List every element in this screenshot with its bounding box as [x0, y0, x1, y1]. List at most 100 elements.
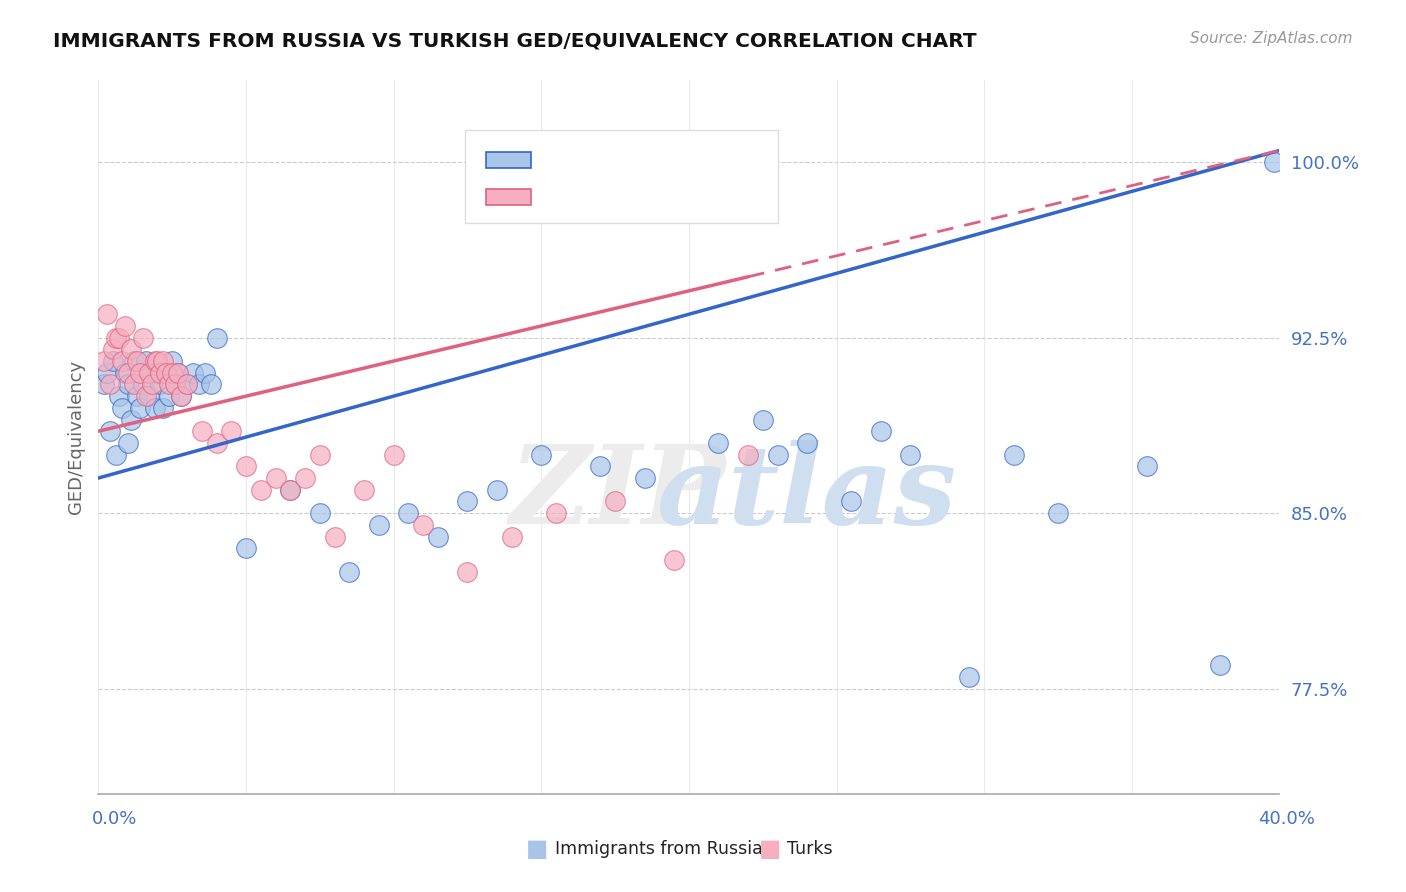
Point [1263, 155, 1285, 169]
Point [157, 389, 180, 403]
Point [546, 506, 568, 520]
Point [155, 366, 177, 380]
Point [187, 377, 209, 392]
Point [152, 401, 174, 415]
Y-axis label: GED/Equivalency: GED/Equivalency [66, 360, 84, 514]
Text: Immigrants from Russia: Immigrants from Russia [555, 840, 763, 858]
Point [114, 318, 136, 333]
Point [120, 343, 142, 357]
Text: R =  0.331    N = 47: R = 0.331 N = 47 [546, 187, 758, 207]
Point [841, 494, 863, 508]
Text: Turks: Turks [787, 840, 832, 858]
Point [111, 401, 134, 415]
Point [412, 517, 434, 532]
Point [205, 331, 228, 345]
Point [221, 424, 243, 438]
Text: 0.0%: 0.0% [91, 810, 136, 828]
Point [486, 483, 509, 497]
Point [128, 366, 150, 380]
Point [167, 366, 190, 380]
Point [96, 307, 118, 321]
Point [96, 366, 118, 380]
Point [141, 366, 163, 380]
Point [125, 389, 148, 403]
Point [309, 506, 332, 520]
Text: ■: ■ [759, 838, 782, 861]
Point [200, 377, 222, 392]
Point [339, 565, 361, 579]
Point [93, 354, 115, 368]
Point [120, 412, 142, 426]
Point [737, 448, 759, 462]
Point [103, 354, 125, 368]
Point [900, 448, 922, 462]
Point [501, 529, 523, 543]
Point [382, 448, 405, 462]
Point [280, 483, 302, 497]
Point [117, 436, 139, 450]
Point [111, 354, 134, 368]
Point [170, 389, 193, 403]
Point [235, 459, 257, 474]
Point [589, 459, 612, 474]
Point [149, 366, 172, 380]
Text: Source: ZipAtlas.com: Source: ZipAtlas.com [1189, 31, 1353, 46]
Point [959, 670, 981, 684]
Point [143, 401, 166, 415]
Point [103, 343, 125, 357]
Point [752, 412, 775, 426]
Point [155, 366, 177, 380]
Point [162, 366, 183, 380]
Point [205, 436, 228, 450]
Point [125, 354, 148, 368]
Point [1136, 459, 1159, 474]
Point [530, 448, 553, 462]
Point [194, 366, 217, 380]
Point [105, 331, 128, 345]
Point [170, 389, 193, 403]
Point [146, 366, 169, 380]
Text: IMMIGRANTS FROM RUSSIA VS TURKISH GED/EQUIVALENCY CORRELATION CHART: IMMIGRANTS FROM RUSSIA VS TURKISH GED/EQ… [53, 31, 977, 50]
Point [146, 354, 169, 368]
Point [108, 331, 131, 345]
Point [176, 377, 198, 392]
Point [93, 377, 115, 392]
Point [634, 471, 657, 485]
Point [165, 377, 187, 392]
Point [294, 471, 316, 485]
Point [135, 354, 157, 368]
Point [766, 448, 789, 462]
Point [157, 377, 180, 392]
Point [141, 377, 163, 392]
Point [105, 448, 128, 462]
Point [117, 366, 139, 380]
Point [309, 448, 332, 462]
Text: ■: ■ [526, 838, 548, 861]
Point [149, 377, 172, 392]
Text: 40.0%: 40.0% [1258, 810, 1315, 828]
Point [122, 354, 145, 368]
Point [98, 377, 121, 392]
Point [605, 494, 627, 508]
Point [98, 424, 121, 438]
Text: ZIP: ZIP [510, 441, 727, 548]
Point [235, 541, 257, 556]
Point [1209, 658, 1232, 673]
Point [162, 354, 183, 368]
Point [117, 377, 139, 392]
Point [264, 471, 287, 485]
Point [796, 436, 818, 450]
Point [191, 424, 214, 438]
Point [108, 389, 131, 403]
Point [1002, 448, 1025, 462]
Point [250, 483, 273, 497]
Point [368, 517, 391, 532]
FancyBboxPatch shape [464, 130, 778, 223]
Point [707, 436, 730, 450]
Point [427, 529, 450, 543]
Text: R =  0.447    N = 59: R = 0.447 N = 59 [546, 151, 758, 169]
Point [457, 494, 479, 508]
Point [114, 366, 136, 380]
Point [398, 506, 420, 520]
Point [323, 529, 346, 543]
